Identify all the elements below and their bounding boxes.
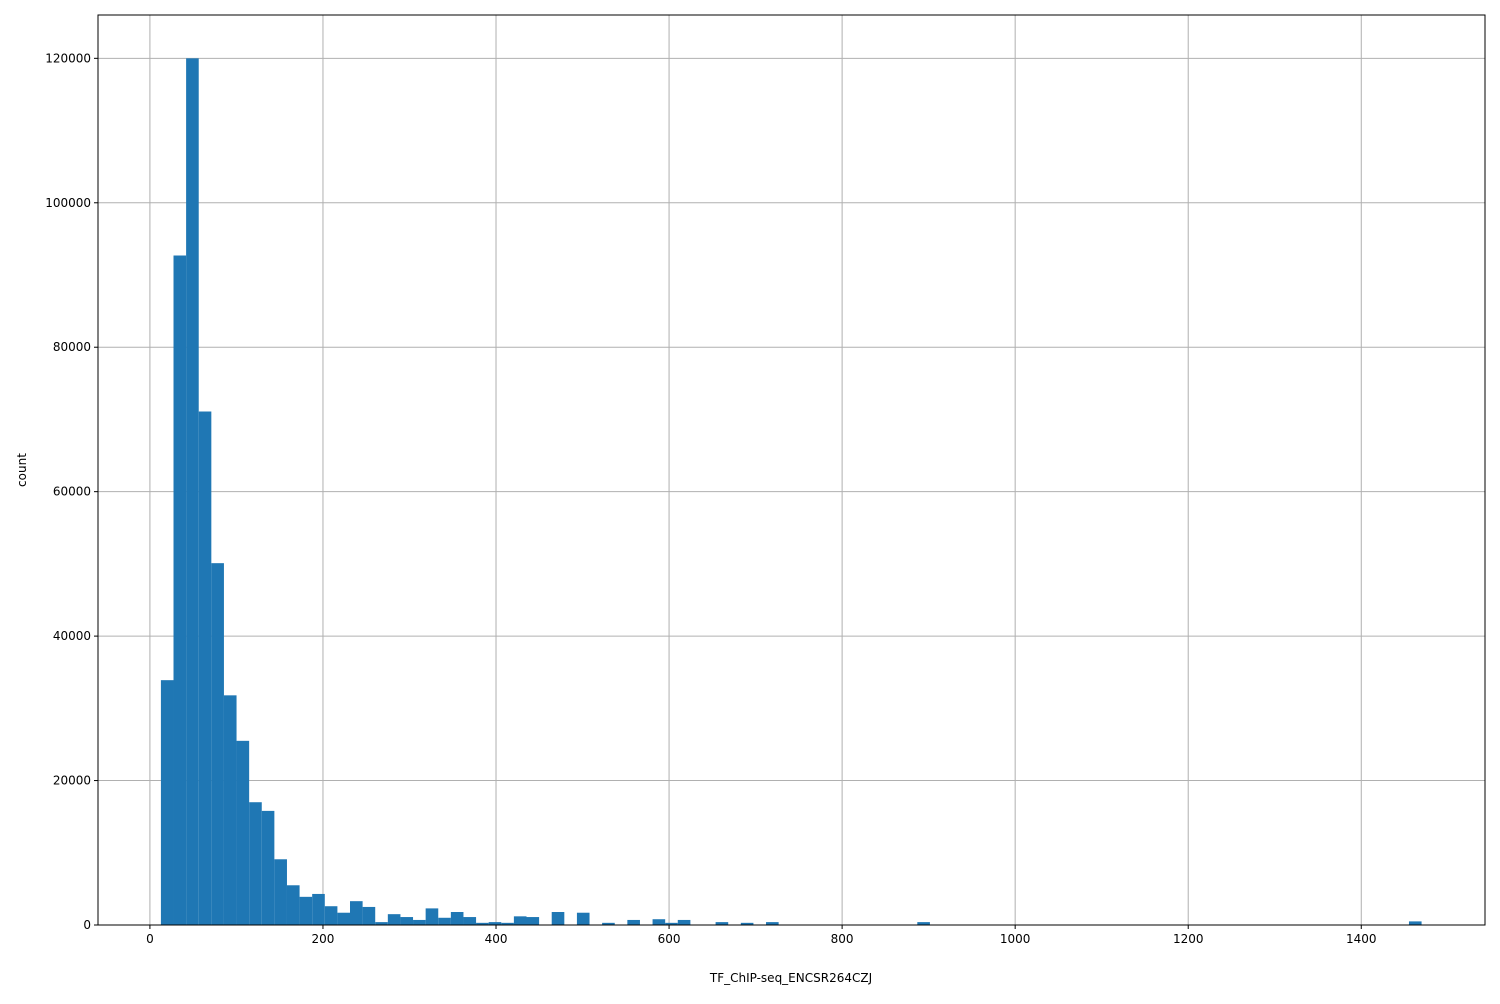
histogram-bar (211, 563, 224, 925)
x-tick-label: 400 (485, 932, 508, 946)
histogram-bar (274, 859, 287, 925)
histogram-bar (413, 919, 426, 925)
histogram-bar (740, 922, 754, 925)
histogram-bar (677, 919, 691, 925)
histogram-bar (1408, 921, 1422, 925)
y-tick-label: 20000 (53, 774, 91, 788)
histogram-bar (627, 919, 640, 925)
histogram-bar (715, 922, 729, 925)
histogram-bar (324, 906, 338, 925)
histogram-bar (602, 922, 615, 925)
histogram-bar (450, 912, 464, 925)
histogram-bar (186, 58, 199, 926)
x-tick-label: 1400 (1346, 932, 1377, 946)
histogram-bar (236, 740, 250, 925)
x-tick-label: 600 (658, 932, 681, 946)
bars (160, 58, 1422, 926)
y-tick-label: 100000 (45, 196, 91, 210)
x-axis-label: TF_ChIP-seq_ENCSR264CZJ (709, 971, 872, 985)
y-tick-label: 60000 (53, 485, 91, 499)
histogram-bar (400, 917, 414, 925)
y-tick-label: 80000 (53, 340, 91, 354)
histogram-bar (337, 912, 351, 925)
histogram-bar (387, 914, 401, 925)
ticks: 0 200 400 600 800 1000 1200 1400 0 20000 40000 6000… (45, 51, 1376, 946)
y-tick-label: 0 (83, 918, 91, 932)
histogram-bar (652, 919, 666, 925)
histogram-bar (286, 885, 300, 925)
x-tick-label: 1000 (1000, 932, 1031, 946)
histogram-bar (362, 906, 376, 925)
histogram-bar (576, 912, 590, 925)
histogram-bar (438, 917, 451, 925)
x-tick-label: 0 (146, 932, 154, 946)
plot-frame (97, 14, 1486, 926)
histogram-bar (350, 901, 363, 925)
histogram-bar (249, 802, 262, 925)
histogram-bar (501, 922, 514, 925)
grid (98, 15, 1485, 926)
histogram-bar (299, 896, 313, 925)
histogram-bar (375, 922, 388, 925)
histogram-bar (513, 916, 527, 925)
x-tick-label: 200 (312, 932, 335, 946)
histogram-bar (312, 893, 325, 925)
histogram-bar (173, 255, 187, 925)
histogram-bar (261, 810, 275, 925)
y-tick-label: 120000 (45, 51, 91, 65)
histogram-bar (160, 680, 174, 925)
histogram-bar (476, 922, 489, 925)
y-axis-label: count (15, 453, 29, 487)
x-tick-label: 800 (831, 932, 854, 946)
histogram-bar (463, 917, 477, 925)
histogram-bar (223, 695, 237, 925)
y-tick-label: 40000 (53, 629, 91, 643)
histogram-bar (665, 922, 678, 925)
histogram-bar (766, 922, 779, 925)
histogram-bar (917, 922, 930, 925)
histogram-bar (526, 917, 540, 925)
histogram-bar (551, 912, 565, 925)
histogram-bar (425, 908, 439, 925)
histogram-bar (198, 411, 212, 925)
histogram-bar (488, 922, 502, 925)
x-tick-label: 1200 (1173, 932, 1204, 946)
